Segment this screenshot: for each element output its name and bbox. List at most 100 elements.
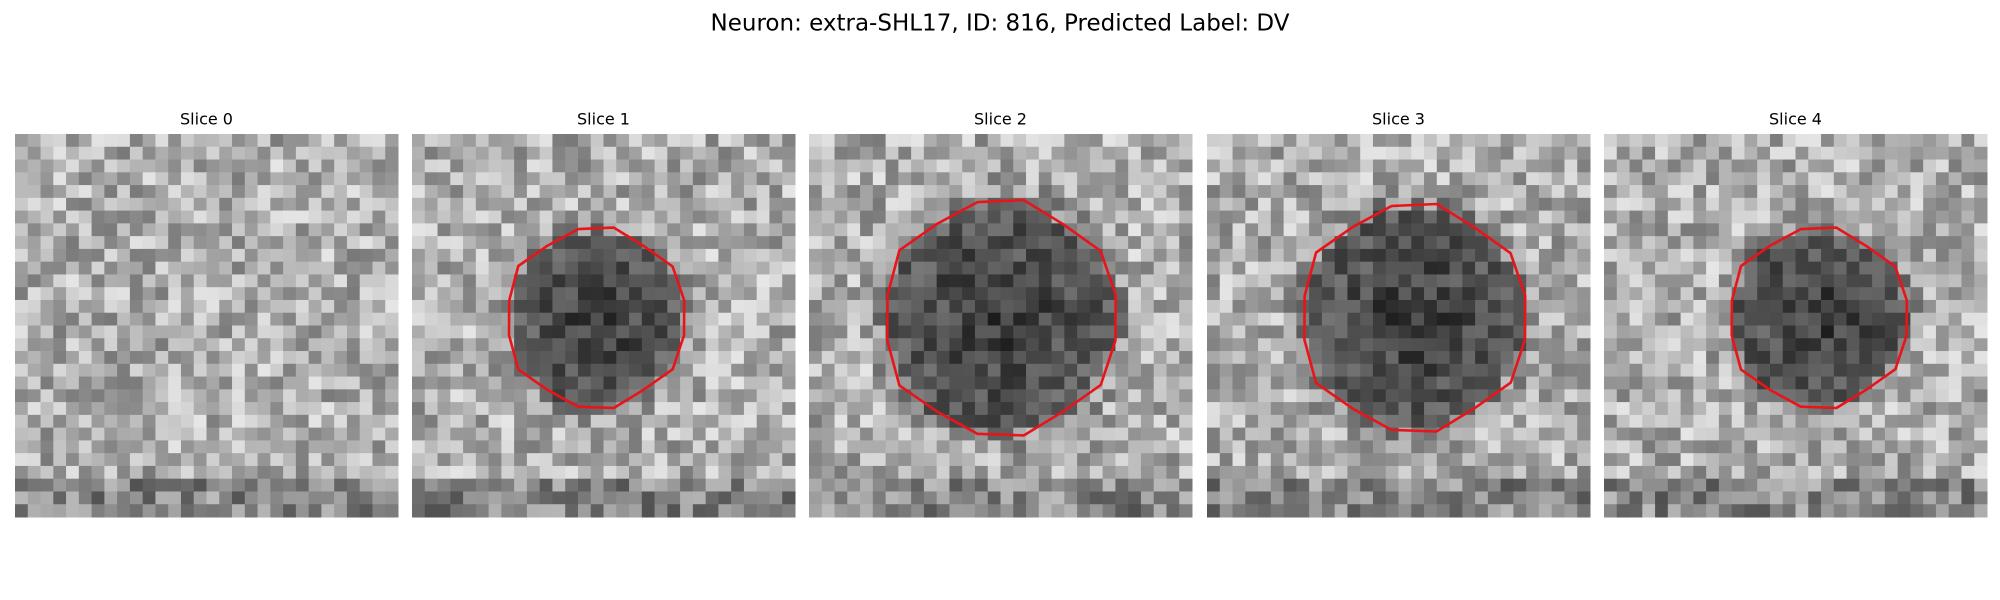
pixel [321, 325, 335, 339]
pixel [53, 159, 67, 173]
pixel [270, 185, 284, 199]
pixel [78, 236, 93, 250]
pixel [1385, 223, 1399, 237]
pixel [104, 338, 118, 352]
pixel [66, 376, 80, 390]
pixel [1655, 236, 1669, 250]
pixel [91, 134, 105, 148]
pixel [1693, 223, 1707, 237]
pixel [1616, 491, 1631, 505]
pixel [1309, 351, 1323, 365]
pixel [782, 453, 796, 467]
pixel [168, 325, 182, 339]
pixel [53, 223, 67, 237]
pixel [1513, 146, 1527, 161]
pixel [616, 427, 630, 441]
pixel [1449, 389, 1463, 403]
pixel [1884, 491, 1899, 505]
pixel [142, 478, 156, 492]
pixel [1872, 363, 1886, 378]
pixel [923, 287, 938, 301]
pixel [1487, 453, 1502, 467]
pixel [860, 134, 874, 148]
pixel [1309, 134, 1323, 148]
pixel [15, 248, 29, 263]
pixel [1232, 236, 1246, 250]
pixel [577, 504, 592, 518]
pixel [1935, 504, 1950, 518]
pixel [15, 261, 29, 275]
pixel [1166, 453, 1180, 467]
pixel [809, 274, 823, 288]
pixel [1128, 274, 1142, 288]
pixel [1487, 261, 1502, 275]
pixel [270, 440, 284, 454]
pixel [1935, 172, 1950, 186]
pixel [1102, 504, 1116, 518]
pixel [1102, 402, 1116, 416]
pixel [1258, 414, 1272, 429]
pixel [308, 261, 322, 275]
pixel [232, 453, 246, 467]
pixel [104, 287, 118, 301]
pixel [1757, 134, 1771, 148]
pixel [1153, 197, 1167, 212]
pixel [1667, 197, 1682, 212]
pixel [1232, 261, 1246, 275]
pixel [1782, 248, 1796, 263]
pixel [1089, 287, 1104, 301]
pixel [1538, 325, 1553, 339]
pixel [949, 427, 963, 441]
pixel [283, 491, 297, 505]
pixel [898, 504, 912, 518]
pixel [1629, 325, 1643, 339]
pixel [1859, 134, 1873, 148]
pixel [270, 134, 284, 148]
pixel [743, 440, 758, 454]
pixel [680, 248, 694, 263]
pixel [1821, 312, 1835, 326]
pixel [860, 248, 874, 263]
pixel [654, 351, 668, 365]
pixel [155, 338, 169, 352]
pixel [1411, 465, 1425, 480]
pixel [1897, 261, 1911, 275]
pixel [1385, 351, 1399, 365]
pixel [450, 389, 464, 403]
pixel [1821, 185, 1835, 199]
pixel [1500, 287, 1514, 301]
pixel [1089, 261, 1104, 275]
pixel [232, 185, 246, 199]
pixel [629, 376, 643, 390]
pixel [1475, 504, 1489, 518]
pixel [1153, 491, 1167, 505]
pixel [1564, 427, 1578, 441]
pixel [1102, 223, 1116, 237]
pixel [1629, 478, 1643, 492]
pixel [1923, 491, 1937, 505]
pixel [1321, 440, 1336, 454]
pixel [463, 440, 477, 454]
pixel [295, 261, 310, 275]
pixel [1833, 478, 1848, 492]
pixel [257, 146, 271, 161]
pixel [1923, 414, 1937, 429]
pixel [692, 261, 707, 275]
panel-title: Slice 0 [180, 110, 233, 129]
pixel [1000, 261, 1014, 275]
pixel [1693, 172, 1707, 186]
pixel [667, 338, 681, 352]
pixel [847, 134, 861, 148]
pixel [219, 376, 233, 390]
pixel [1935, 210, 1950, 224]
pixel [1961, 197, 1975, 212]
pixel [475, 491, 490, 505]
pixel [372, 274, 386, 288]
pixel [1038, 172, 1053, 186]
pixel [782, 338, 796, 352]
pixel [1757, 504, 1771, 518]
pixel [667, 478, 681, 492]
pixel [257, 274, 271, 288]
pixel [692, 159, 707, 173]
pixel [590, 491, 604, 505]
